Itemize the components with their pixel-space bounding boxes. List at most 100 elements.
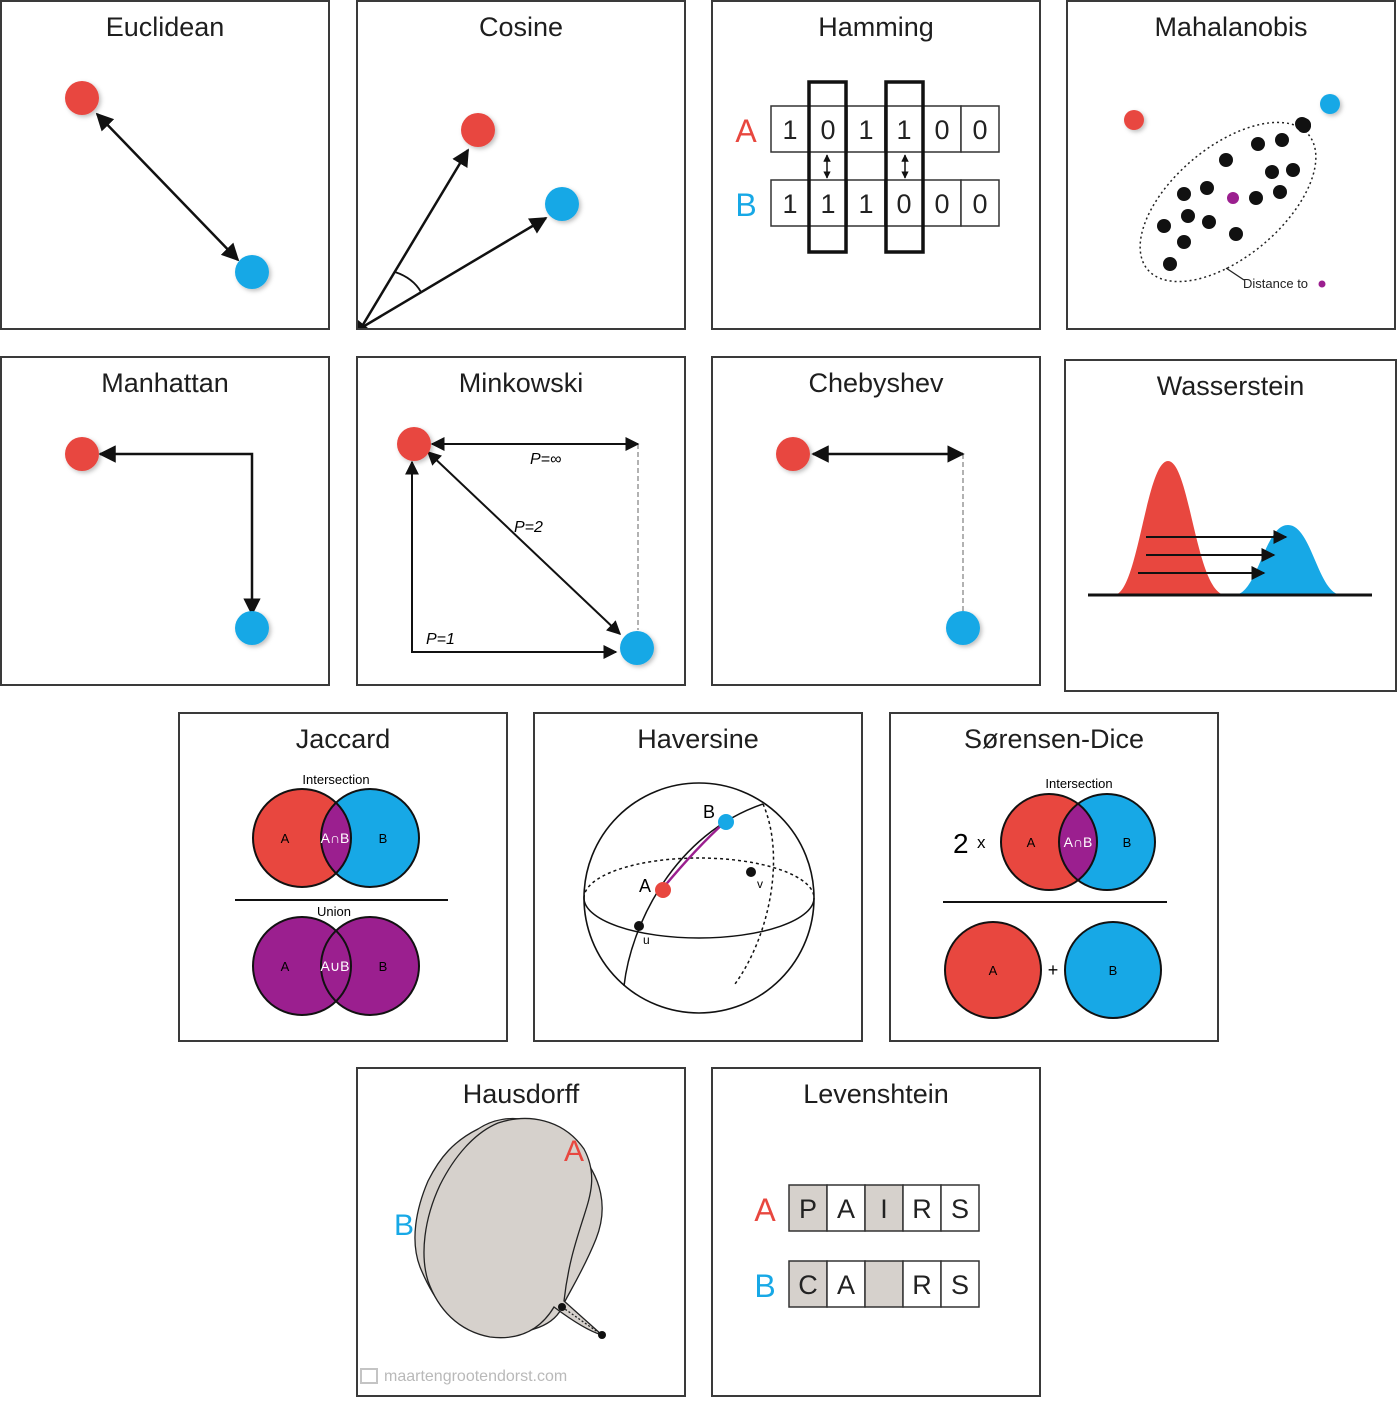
haversine-arc [662, 821, 726, 889]
bit-value: 1 [782, 115, 797, 145]
levenshtein-diagram: A B P A I R SC A R S [754, 1184, 980, 1308]
equator-front [583, 897, 815, 939]
bit-value: 0 [972, 189, 987, 219]
panel-title: Wasserstein [1156, 371, 1305, 401]
panel-title: Cosine [478, 12, 564, 42]
intersection-caption: Intersection [302, 772, 369, 787]
cosine-diagram [358, 113, 579, 328]
point-v [746, 867, 756, 877]
label-a: A [735, 113, 757, 149]
panel-wasserstein: Wasserstein [1064, 359, 1397, 692]
manhattan-diagram [65, 437, 269, 645]
label-a: A [754, 1192, 776, 1228]
caption-dot [1318, 280, 1326, 288]
bit-value: 1 [858, 115, 873, 145]
jaccard-diagram: Intersection A A∩B B Union A A∪B B [235, 772, 448, 1016]
label-b: B [379, 959, 388, 974]
label-b: B [394, 1209, 414, 1242]
edited-cell [864, 1184, 904, 1232]
label-b: B [703, 802, 715, 822]
bit-cell [922, 179, 962, 227]
set-a-denominator [944, 921, 1042, 1019]
distribution-blue [1234, 525, 1342, 595]
bit-cell [846, 179, 886, 227]
point-blue [946, 611, 980, 645]
bit-value: 1 [782, 189, 797, 219]
caption-pointer [1225, 267, 1245, 281]
panel-title: Hausdorff [462, 1079, 580, 1109]
bit-cell [884, 105, 924, 153]
panel-cosine: Cosine [356, 0, 686, 330]
point-blue [620, 631, 654, 665]
times-sign: x [977, 833, 986, 852]
panel-title: Minkowski [458, 368, 584, 398]
panel-title: Haversine [637, 724, 759, 754]
panel-title: Manhattan [101, 368, 229, 398]
label-p-inf: P=∞ [530, 451, 561, 468]
point-a [655, 882, 671, 898]
point-on-a [598, 1331, 606, 1339]
panel-title: Jaccard [295, 724, 391, 754]
panel-title: Euclidean [105, 12, 225, 42]
sphere-outline [583, 782, 815, 1014]
point-blue [545, 187, 579, 221]
point-on-b [558, 1303, 566, 1311]
caption: Distance to [1243, 276, 1308, 291]
label-b: B [1109, 963, 1118, 978]
bit-value: 0 [896, 189, 911, 219]
label-u: u [643, 933, 650, 947]
bit-value: 0 [934, 115, 949, 145]
angle-arc [394, 271, 422, 293]
bit-value: 0 [934, 189, 949, 219]
distribution-ellipse [1139, 121, 1317, 283]
char-cell [940, 1184, 980, 1232]
bit-cell [960, 179, 1000, 227]
panel-mahalanobis: Mahalanobis Distance to [1066, 0, 1396, 330]
haversine-diagram: u v A B [583, 782, 815, 1014]
distribution-red [1114, 461, 1226, 595]
bit-value: 1 [858, 189, 873, 219]
point-red [65, 81, 99, 115]
minkowski-diagram: P=∞ P=2 P=1 [397, 427, 654, 665]
sorensen-dice-diagram: Intersection 2 x A A∩B B A + B [943, 776, 1167, 1019]
vector-a [359, 148, 470, 328]
label-p-1: P=1 [426, 631, 455, 648]
point-red [65, 437, 99, 471]
intersection-caption: Intersection [1045, 776, 1112, 791]
bit-value: 0 [972, 115, 987, 145]
bit-value: 0 [820, 115, 835, 145]
char-cell [902, 1260, 942, 1308]
label-a: A [1027, 835, 1036, 850]
watermark: maartengrootendorst.com [360, 1368, 567, 1386]
point-blue [235, 611, 269, 645]
point-u [634, 921, 644, 931]
euclidean-diagram [65, 81, 269, 289]
char-value: A [837, 1270, 855, 1300]
arrow-p-1 [405, 460, 618, 659]
boundary-point [1297, 118, 1311, 132]
point-blue [235, 255, 269, 289]
label-b: B [1123, 835, 1132, 850]
bit-value: 1 [896, 115, 911, 145]
char-value: I [880, 1194, 888, 1224]
bit-cell [770, 179, 810, 227]
watermark-text: maartengrootendorst.com [384, 1368, 568, 1385]
shape-a [423, 1117, 603, 1339]
wasserstein-diagram [1088, 461, 1372, 597]
label-intersection: A∩B [321, 830, 350, 846]
char-value: P [799, 1194, 817, 1224]
character-cells: P A I R SC A R S [788, 1184, 980, 1308]
label-a: A [281, 959, 290, 974]
label-v: v [757, 877, 763, 891]
char-cell [940, 1260, 980, 1308]
point-red [461, 113, 495, 147]
label-a: A [639, 876, 651, 896]
panel-title: Hamming [818, 12, 934, 42]
hamming-diagram: A B 1 0 1 1 0 01 1 1 0 0 0 [735, 80, 1000, 254]
plus-sign: + [1048, 960, 1059, 980]
vector-b [360, 216, 548, 328]
panel-chebyshev: Chebyshev [711, 356, 1041, 686]
panel-haversine: Haversine u v A B [533, 712, 863, 1042]
